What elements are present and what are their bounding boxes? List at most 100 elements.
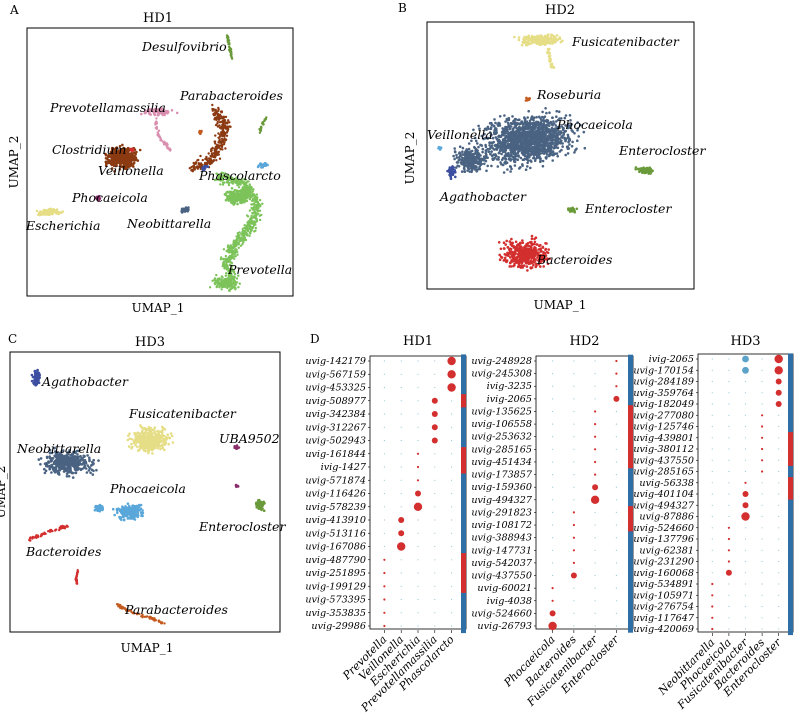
point [511, 241, 514, 245]
point [569, 119, 572, 122]
point [526, 139, 530, 142]
cluster-veillonella [437, 145, 443, 151]
point [239, 239, 242, 243]
point [510, 144, 514, 148]
point [227, 272, 231, 276]
point [258, 131, 262, 134]
point [115, 164, 118, 168]
point [215, 172, 218, 175]
point [467, 147, 471, 151]
point [260, 166, 263, 169]
point [120, 156, 123, 159]
point [566, 122, 570, 126]
point [232, 243, 235, 246]
point [634, 167, 637, 171]
point [520, 143, 524, 147]
point [227, 268, 230, 271]
point [217, 132, 220, 135]
point [512, 130, 515, 134]
point [224, 147, 227, 150]
point [158, 135, 161, 138]
point [113, 170, 116, 173]
point [255, 217, 258, 221]
point [499, 142, 503, 146]
point [529, 126, 533, 130]
point [461, 150, 464, 153]
panel-a-title: HD1 [143, 11, 173, 26]
point [246, 180, 249, 183]
point [583, 146, 587, 150]
point [130, 159, 133, 162]
point [476, 142, 479, 145]
point [544, 242, 547, 245]
point [254, 229, 257, 232]
point [564, 114, 568, 117]
point [226, 40, 229, 43]
point [228, 121, 231, 124]
point [157, 430, 161, 433]
point [541, 245, 545, 249]
point [516, 129, 519, 133]
point [528, 136, 532, 140]
point [552, 120, 555, 123]
point [227, 36, 230, 39]
point [166, 110, 170, 114]
point [208, 159, 211, 162]
point [527, 159, 530, 162]
point [252, 188, 255, 192]
point [215, 147, 218, 150]
point [509, 153, 513, 157]
point [184, 207, 188, 211]
point [241, 243, 244, 246]
point [254, 215, 257, 219]
point [216, 278, 219, 281]
point [480, 144, 484, 147]
point [230, 254, 233, 257]
point [164, 143, 167, 146]
point [528, 255, 531, 259]
point [476, 154, 480, 157]
point [509, 149, 513, 153]
point [132, 155, 135, 159]
point [215, 178, 218, 181]
point [514, 257, 518, 260]
point [221, 123, 224, 127]
panel-c-title: HD3 [135, 335, 165, 350]
point [250, 206, 253, 210]
point [125, 164, 128, 167]
cluster-navy-small [201, 164, 210, 172]
point [509, 170, 512, 173]
point [571, 206, 574, 210]
point [564, 124, 567, 127]
point [549, 35, 553, 38]
point [212, 155, 215, 159]
point [251, 212, 254, 215]
point [548, 154, 551, 157]
point [458, 145, 462, 148]
point [539, 144, 542, 147]
point [218, 138, 221, 141]
point [517, 36, 521, 39]
point [503, 114, 506, 117]
point [650, 169, 653, 173]
point [235, 281, 239, 284]
point [529, 166, 532, 170]
point [513, 117, 517, 121]
point [541, 147, 544, 150]
point [532, 260, 536, 264]
point [453, 157, 456, 161]
point [227, 250, 230, 254]
point [262, 163, 266, 166]
point [521, 163, 524, 166]
point [643, 169, 646, 173]
point [537, 115, 541, 119]
point [221, 129, 225, 132]
point [230, 56, 233, 59]
point [221, 141, 224, 144]
point [222, 257, 225, 261]
point [470, 139, 473, 143]
point [231, 264, 234, 267]
point [221, 171, 225, 175]
point [497, 140, 501, 143]
point [253, 194, 256, 197]
